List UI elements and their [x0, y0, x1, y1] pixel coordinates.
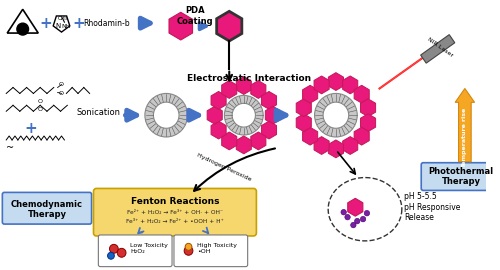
- Polygon shape: [211, 92, 226, 109]
- Circle shape: [345, 214, 350, 220]
- Polygon shape: [251, 132, 266, 150]
- Polygon shape: [342, 76, 358, 94]
- Polygon shape: [354, 127, 369, 145]
- Circle shape: [350, 222, 356, 228]
- Polygon shape: [7, 9, 38, 33]
- FancyBboxPatch shape: [98, 235, 172, 267]
- Text: +: +: [72, 16, 86, 31]
- Polygon shape: [328, 73, 344, 90]
- Circle shape: [323, 102, 348, 128]
- Polygon shape: [302, 85, 318, 103]
- Text: O: O: [38, 107, 43, 112]
- Circle shape: [184, 246, 193, 255]
- Text: Rhodamin-b: Rhodamin-b: [83, 19, 130, 28]
- Text: +: +: [40, 16, 52, 31]
- Circle shape: [314, 93, 357, 137]
- FancyBboxPatch shape: [94, 188, 256, 236]
- Polygon shape: [266, 106, 280, 124]
- Polygon shape: [53, 16, 70, 32]
- Text: Hydrogen Peroxide: Hydrogen Peroxide: [196, 153, 252, 183]
- Circle shape: [17, 23, 28, 35]
- Text: N: N: [55, 23, 60, 29]
- Polygon shape: [360, 99, 376, 117]
- Circle shape: [341, 210, 346, 215]
- Text: CH₃: CH₃: [58, 16, 68, 21]
- Circle shape: [185, 243, 192, 250]
- Text: Temperature rise: Temperature rise: [462, 108, 468, 168]
- Circle shape: [118, 248, 126, 257]
- Polygon shape: [222, 80, 237, 98]
- Polygon shape: [354, 85, 369, 103]
- Text: Sonication: Sonication: [76, 108, 120, 117]
- Circle shape: [110, 244, 118, 253]
- Circle shape: [108, 252, 114, 259]
- Text: +: +: [24, 121, 37, 136]
- Polygon shape: [262, 92, 276, 109]
- Text: High Toxicity
•OH: High Toxicity •OH: [198, 244, 237, 254]
- Polygon shape: [348, 198, 363, 216]
- Polygon shape: [236, 77, 252, 94]
- Text: Electrostatic Interaction: Electrostatic Interaction: [186, 74, 310, 83]
- FancyBboxPatch shape: [2, 193, 92, 224]
- Text: PDA
Coating: PDA Coating: [177, 6, 214, 26]
- Circle shape: [232, 103, 256, 127]
- Circle shape: [354, 218, 360, 224]
- Text: Fe²⁺ + H₂O₂ → Fe³⁺ + OH· + OH⁻: Fe²⁺ + H₂O₂ → Fe³⁺ + OH· + OH⁻: [127, 210, 223, 215]
- Text: NH: NH: [62, 24, 71, 29]
- Circle shape: [360, 216, 366, 222]
- Polygon shape: [236, 136, 252, 154]
- Polygon shape: [262, 121, 276, 139]
- Text: O: O: [59, 91, 64, 96]
- Polygon shape: [302, 127, 318, 145]
- Text: pH 5-5.5
pH Responsive
Release: pH 5-5.5 pH Responsive Release: [404, 192, 460, 222]
- FancyArrow shape: [455, 89, 474, 162]
- Text: Fe³⁺ + H₂O₂ → Fe²⁺ + •OOH + H⁺: Fe³⁺ + H₂O₂ → Fe²⁺ + •OOH + H⁺: [126, 219, 224, 224]
- Text: O: O: [38, 99, 43, 104]
- Polygon shape: [222, 132, 237, 150]
- Polygon shape: [328, 140, 344, 158]
- FancyBboxPatch shape: [421, 163, 500, 190]
- Polygon shape: [169, 12, 192, 40]
- Text: Chemodynamic
Therapy: Chemodynamic Therapy: [11, 200, 83, 219]
- Polygon shape: [342, 137, 358, 154]
- Polygon shape: [360, 114, 376, 131]
- Polygon shape: [251, 80, 266, 98]
- Text: O: O: [59, 82, 64, 87]
- Polygon shape: [296, 114, 312, 131]
- Circle shape: [154, 102, 179, 128]
- Text: NIR Laser: NIR Laser: [427, 36, 454, 58]
- Polygon shape: [216, 11, 242, 41]
- Polygon shape: [314, 137, 329, 154]
- Polygon shape: [420, 35, 455, 63]
- Circle shape: [364, 210, 370, 216]
- Circle shape: [224, 95, 263, 135]
- Polygon shape: [296, 99, 312, 117]
- Text: ~: ~: [6, 143, 14, 153]
- Text: Fenton Reactions: Fenton Reactions: [130, 197, 219, 206]
- Circle shape: [145, 93, 188, 137]
- Text: Photothermal
Therapy: Photothermal Therapy: [428, 167, 494, 186]
- Polygon shape: [314, 76, 329, 94]
- Polygon shape: [207, 106, 222, 124]
- FancyBboxPatch shape: [174, 235, 248, 267]
- Polygon shape: [211, 121, 226, 139]
- Text: Low Toxicity
H₂O₂: Low Toxicity H₂O₂: [130, 244, 168, 254]
